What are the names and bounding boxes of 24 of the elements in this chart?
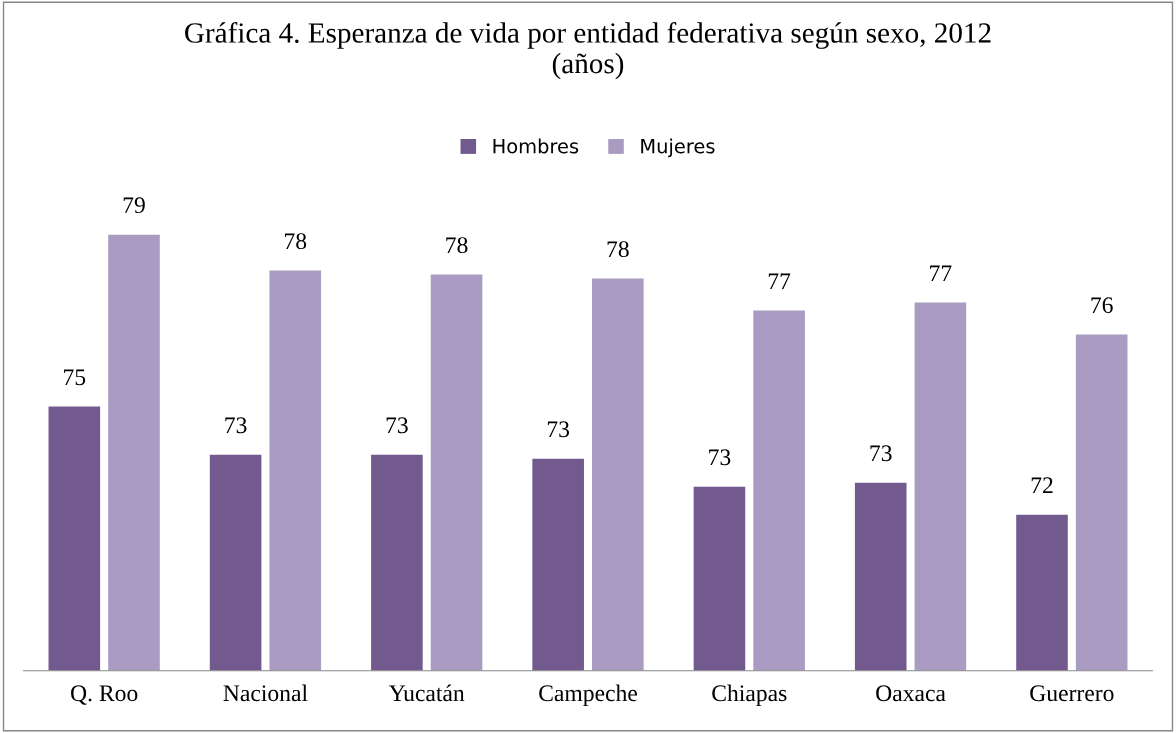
x-tick-label: Q. Roo [71,685,138,705]
x-tick-label: Chiapas [712,684,787,706]
x-tick-label: Oaxaca [876,685,946,702]
data-label: 75 [64,369,86,386]
data-label: 78 [446,237,468,254]
data-label: 73 [547,421,570,438]
data-label: 76 [1091,297,1113,314]
x-tick-label: Guerrero [1030,685,1114,702]
x-tick-label: Campeche [539,684,637,706]
data-label: 79 [123,197,145,214]
data-label: 78 [607,241,629,258]
data-label: 78 [285,233,307,250]
data-label: 77 [768,273,791,289]
legend-label: Mujeres [641,138,715,158]
data-label: 73 [870,445,892,462]
x-tick-label: Yucatán [388,684,465,702]
data-label: 73 [709,449,731,466]
data-label: 77 [930,265,952,281]
chart-title: Gráfica 4. Esperanza de vida por entidad federativa según sexo, 2012 (años) [185,21,991,80]
data-label: 73 [386,417,408,434]
data-label: 73 [225,417,247,434]
x-tick-label: Nacional [223,684,308,702]
data-label: 72 [1031,477,1053,493]
legend-label: Hombres [493,138,579,154]
